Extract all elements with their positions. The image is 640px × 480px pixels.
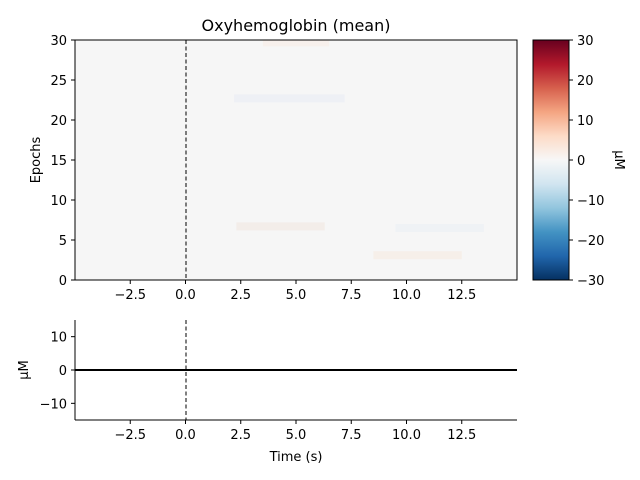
colorbar-ticks: −30 −20 −10 0 10 20 30	[569, 34, 604, 289]
evoked-y-tick-label: 10	[50, 331, 67, 346]
heatmap-y-tick-label: 5	[59, 234, 67, 249]
evoked-x-tick-label: 7.5	[341, 428, 362, 443]
evoked-y-tick-label: 0	[59, 364, 67, 379]
heatmap-x-tick-label: 12.5	[447, 288, 476, 303]
heatmap-x-tick-label: 10.0	[392, 288, 421, 303]
colorbar-tick-label: 30	[577, 34, 594, 49]
evoked-x-tick-label: −2.5	[114, 428, 146, 443]
evoked-x-label: Time (s)	[269, 450, 323, 465]
evoked-x-tick-label: 12.5	[447, 428, 476, 443]
evoked-panel: −2.5 0.0 2.5 5.0 7.5 10.0 12.5 −10 0 10 µM Time …	[17, 320, 517, 465]
heatmap-cell	[234, 94, 345, 103]
heatmap-cell	[262, 40, 330, 47]
heatmap-x-ticks: −2.5 0.0 2.5 5.0 7.5 10.0 12.5	[114, 280, 476, 303]
heatmap-x-tick-label: 5.0	[286, 288, 307, 303]
heatmap-x-tick-label: 0.0	[175, 288, 196, 303]
evoked-x-tick-label: 5.0	[286, 428, 307, 443]
colorbar: −30 −20 −10 0 10 20 30 µM	[532, 34, 626, 289]
heatmap-x-tick-label: −2.5	[114, 288, 146, 303]
evoked-x-tick-label: 2.5	[230, 428, 251, 443]
heatmap-y-tick-label: 0	[59, 274, 67, 289]
heatmap-y-tick-label: 25	[50, 74, 67, 89]
heatmap-y-tick-label: 20	[50, 114, 67, 129]
heatmap-y-label: Epochs	[29, 136, 44, 183]
heatmap-y-tick-label: 15	[50, 154, 67, 169]
chart-title: Oxyhemoglobin (mean)	[202, 16, 391, 35]
heatmap-image	[75, 40, 517, 280]
colorbar-tick-label: −10	[577, 194, 604, 209]
evoked-y-label: µM	[17, 360, 32, 380]
heatmap-x-tick-label: 2.5	[230, 288, 251, 303]
evoked-x-tick-label: 0.0	[175, 428, 196, 443]
heatmap-y-tick-label: 10	[50, 194, 67, 209]
heatmap-cell	[236, 222, 325, 231]
heatmap-x-tick-label: 7.5	[341, 288, 362, 303]
evoked-x-tick-label: 10.0	[392, 428, 421, 443]
heatmap-y-ticks: 0 5 10 15 20 25 30	[50, 34, 75, 289]
colorbar-tick-label: −30	[577, 274, 604, 289]
evoked-x-ticks: −2.5 0.0 2.5 5.0 7.5 10.0 12.5	[114, 420, 476, 443]
evoked-y-tick-label: −10	[40, 397, 67, 412]
colorbar-label: µM	[611, 150, 626, 170]
evoked-y-ticks: −10 0 10	[40, 331, 75, 412]
colorbar-tick-label: 20	[577, 74, 594, 89]
colorbar-tick-label: 0	[577, 154, 585, 169]
heatmap-cell	[373, 251, 462, 260]
colorbar-tick-label: 10	[577, 114, 594, 129]
heatmap-faint-cells	[234, 40, 484, 260]
heatmap-panel: −2.5 0.0 2.5 5.0 7.5 10.0 12.5 0 5 10 15 20 25 30 Ep…	[29, 34, 518, 303]
colorbar-gradient	[533, 40, 569, 280]
heatmap-y-tick-label: 30	[50, 34, 67, 49]
colorbar-tick-label: −20	[577, 234, 604, 249]
heatmap-cell	[395, 224, 484, 232]
